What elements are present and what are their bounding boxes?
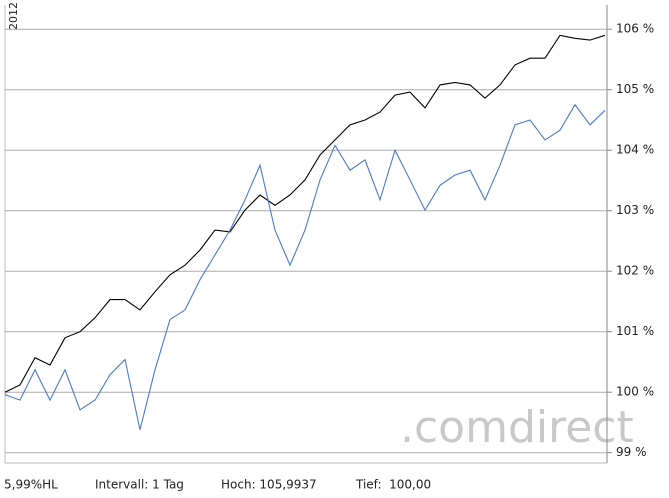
watermark: .comdirect	[400, 402, 634, 453]
x-label: 2012	[7, 2, 20, 30]
footer-text: Hoch: 105,9937	[221, 478, 317, 492]
y-tick-label: 104 %	[616, 143, 654, 157]
footer-text: Tief: 100,00	[355, 478, 431, 492]
line-series	[4, 34, 606, 393]
line-series	[4, 103, 606, 430]
y-tick-label: 106 %	[616, 22, 654, 36]
y-tick-label: 100 %	[616, 385, 654, 399]
y-tick-label: 102 %	[616, 264, 654, 278]
y-tick-label: 105 %	[616, 82, 654, 96]
y-tick-label: 103 %	[616, 203, 654, 217]
footer-text: 5,99%HL	[4, 478, 58, 492]
y-tick-label: 99 %	[616, 445, 647, 459]
footer-text: Intervall: 1 Tag	[95, 478, 184, 492]
y-tick-label: 101 %	[616, 324, 654, 338]
